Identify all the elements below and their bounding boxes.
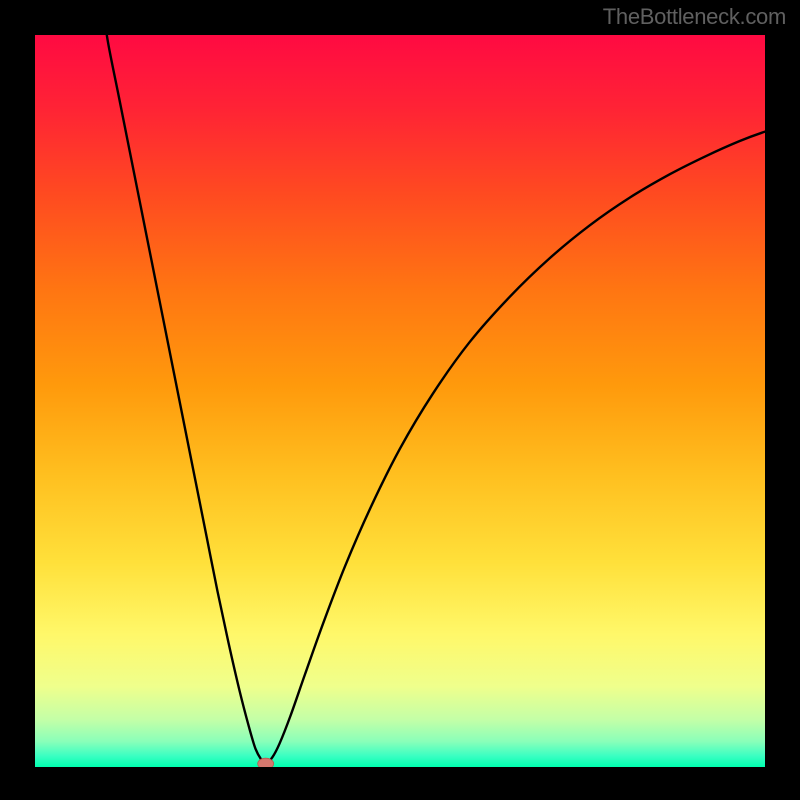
bottleneck-curve xyxy=(103,35,765,764)
plot-area xyxy=(35,35,765,767)
minimum-marker xyxy=(258,758,274,767)
watermark: TheBottleneck.com xyxy=(603,4,786,30)
curve-svg xyxy=(35,35,765,767)
